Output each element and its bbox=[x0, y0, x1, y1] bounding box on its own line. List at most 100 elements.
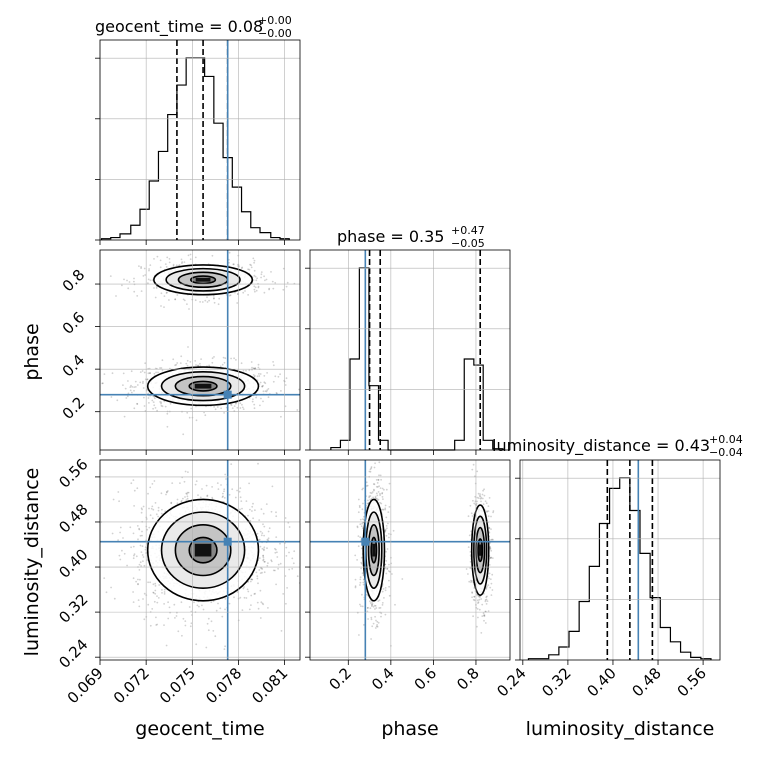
sample-point bbox=[153, 480, 156, 482]
sample-point bbox=[261, 568, 264, 570]
sample-point bbox=[381, 487, 384, 490]
sample-point bbox=[259, 381, 262, 384]
sample-point bbox=[385, 572, 388, 575]
sample-point bbox=[252, 517, 255, 520]
sample-point bbox=[253, 593, 256, 595]
sample-point bbox=[377, 478, 380, 481]
sample-point bbox=[370, 445, 372, 447]
sample-point bbox=[163, 400, 166, 403]
sample-point bbox=[291, 567, 294, 570]
sample-point bbox=[147, 278, 150, 281]
sample-point bbox=[180, 601, 183, 604]
sample-point bbox=[476, 470, 479, 473]
sample-point bbox=[472, 499, 474, 502]
sample-point bbox=[279, 373, 281, 376]
sample-point bbox=[110, 396, 113, 398]
sample-point bbox=[256, 375, 259, 378]
sample-point bbox=[249, 580, 252, 583]
sample-point bbox=[379, 492, 381, 495]
sample-point bbox=[149, 372, 151, 375]
sample-point bbox=[183, 261, 186, 263]
sample-point bbox=[261, 547, 264, 550]
sample-point bbox=[160, 292, 163, 295]
sample-point bbox=[117, 539, 119, 541]
sample-point bbox=[187, 346, 189, 348]
sample-point bbox=[274, 282, 277, 284]
sample-point bbox=[156, 601, 159, 604]
sample-point bbox=[384, 528, 387, 531]
sample-point bbox=[151, 608, 154, 610]
sample-point bbox=[282, 288, 285, 291]
sample-point bbox=[230, 404, 233, 407]
marker-layer bbox=[100, 40, 654, 660]
sample-point bbox=[112, 498, 115, 501]
sample-point bbox=[371, 605, 373, 608]
sample-point bbox=[224, 598, 227, 600]
sample-point bbox=[371, 602, 374, 605]
sample-point bbox=[259, 545, 262, 548]
sample-point bbox=[375, 479, 378, 481]
sample-point bbox=[132, 479, 135, 481]
sample-point bbox=[490, 594, 493, 596]
sample-point bbox=[270, 510, 273, 513]
sample-point bbox=[263, 548, 265, 551]
sample-point bbox=[373, 466, 376, 469]
sample-point bbox=[111, 372, 114, 375]
ylabel-phase: phase bbox=[21, 323, 43, 380]
sample-point bbox=[272, 287, 275, 290]
sample-point bbox=[256, 277, 258, 280]
sample-point bbox=[376, 625, 379, 628]
sample-point bbox=[161, 405, 164, 408]
sample-point bbox=[185, 362, 188, 365]
sample-point bbox=[361, 488, 364, 491]
sample-point bbox=[379, 494, 381, 496]
sample-point bbox=[259, 373, 262, 375]
sample-point bbox=[262, 400, 264, 403]
sample-point bbox=[254, 290, 256, 293]
sample-point bbox=[220, 484, 222, 486]
sample-point bbox=[119, 526, 122, 529]
sample-point bbox=[138, 563, 141, 566]
sample-point bbox=[259, 572, 262, 574]
sample-point bbox=[143, 592, 146, 595]
sample-point bbox=[221, 496, 224, 498]
sample-point bbox=[292, 562, 295, 565]
sample-point bbox=[372, 605, 375, 608]
sample-point bbox=[234, 496, 237, 499]
sample-point bbox=[175, 363, 178, 366]
sample-point bbox=[262, 559, 264, 562]
sample-point bbox=[149, 624, 152, 627]
sample-point bbox=[479, 595, 481, 598]
sample-point bbox=[125, 397, 128, 399]
sample-point bbox=[488, 564, 491, 566]
sample-point bbox=[482, 503, 485, 506]
sample-point bbox=[212, 294, 215, 297]
sample-point bbox=[379, 487, 382, 489]
sample-point bbox=[385, 550, 387, 553]
sample-point bbox=[481, 497, 484, 500]
sample-point bbox=[121, 549, 123, 552]
sample-point bbox=[236, 406, 239, 409]
sample-point bbox=[168, 261, 171, 264]
sample-point bbox=[253, 259, 256, 262]
sample-point bbox=[157, 597, 160, 599]
sample-point bbox=[359, 536, 362, 539]
sample-point bbox=[479, 493, 481, 495]
sample-point bbox=[140, 267, 143, 269]
sample-point bbox=[137, 599, 140, 601]
sample-point bbox=[148, 507, 150, 510]
sample-point bbox=[367, 499, 369, 502]
sample-point bbox=[257, 363, 260, 366]
sample-point bbox=[365, 481, 368, 484]
sample-point bbox=[388, 585, 390, 588]
sample-point bbox=[368, 496, 370, 499]
contour-line bbox=[367, 523, 380, 577]
sample-point bbox=[260, 271, 263, 273]
sample-point bbox=[479, 497, 482, 500]
sample-point bbox=[284, 517, 287, 519]
sample-point bbox=[259, 589, 262, 592]
contour-line bbox=[174, 375, 232, 397]
sample-point bbox=[384, 529, 387, 532]
sample-point bbox=[201, 488, 203, 490]
y-tick-label: 0.32 bbox=[55, 590, 91, 626]
